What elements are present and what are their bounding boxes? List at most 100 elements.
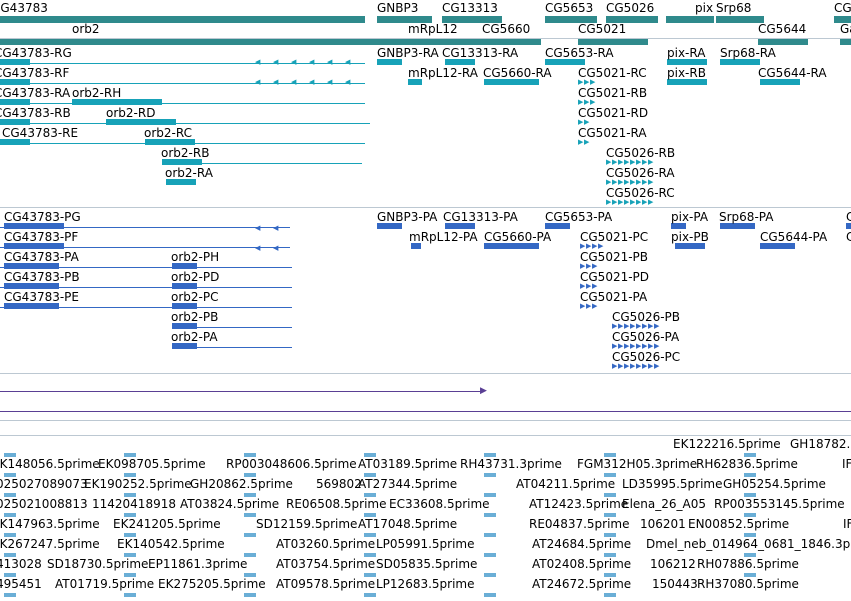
feature-label[interactable]: CG5660-RA bbox=[483, 66, 552, 80]
cds-block[interactable] bbox=[445, 223, 475, 229]
est-block[interactable] bbox=[244, 573, 256, 577]
est-block[interactable] bbox=[244, 513, 256, 517]
cds-block[interactable] bbox=[545, 223, 570, 229]
feature-label[interactable]: 106201 bbox=[640, 517, 686, 531]
cds-block[interactable] bbox=[4, 283, 59, 289]
feature-label[interactable]: LD35995.5prime bbox=[622, 477, 723, 491]
feature-label[interactable]: CG5660-PA bbox=[484, 230, 552, 244]
est-block[interactable] bbox=[244, 593, 256, 597]
exon-block[interactable] bbox=[667, 59, 707, 65]
est-block[interactable] bbox=[484, 553, 496, 557]
gene-bar[interactable] bbox=[834, 16, 851, 23]
est-block[interactable] bbox=[744, 553, 756, 557]
feature-label[interactable]: EK098705.5prime bbox=[98, 457, 206, 471]
feature-label[interactable]: Ga bbox=[840, 22, 851, 36]
cds-block[interactable] bbox=[4, 223, 64, 229]
feature-label[interactable]: CG5021-PC bbox=[580, 230, 649, 244]
feature-label[interactable]: AT04211.5prime bbox=[516, 477, 616, 491]
feature-label[interactable]: EK147963.5prime bbox=[0, 517, 100, 531]
est-block[interactable] bbox=[744, 573, 756, 577]
cds-block[interactable] bbox=[760, 243, 795, 249]
feature-label[interactable]: orb2-PD bbox=[171, 270, 220, 284]
feature-label[interactable]: CG5021-PD bbox=[580, 270, 650, 284]
est-block[interactable] bbox=[124, 593, 136, 597]
feature-label[interactable]: CG43783-RB bbox=[0, 106, 71, 120]
est-block[interactable] bbox=[364, 473, 376, 477]
cds-block[interactable] bbox=[846, 223, 851, 229]
feature-label[interactable]: orb2-RB bbox=[161, 146, 210, 160]
exon-block[interactable] bbox=[0, 99, 30, 105]
est-block[interactable] bbox=[484, 573, 496, 577]
feature-label[interactable]: 025027089073 bbox=[0, 477, 88, 491]
feature-label[interactable]: CG5021-RD bbox=[578, 106, 649, 120]
feature-label[interactable]: SD05835.5prime bbox=[376, 557, 478, 571]
cds-block[interactable] bbox=[172, 283, 197, 289]
est-block[interactable] bbox=[744, 473, 756, 477]
feature-label[interactable]: SD12159.5prime bbox=[256, 517, 358, 531]
feature-label[interactable]: CG5021-PB bbox=[580, 250, 649, 264]
cds-block[interactable] bbox=[4, 263, 59, 269]
feature-label[interactable]: CG43783-PE bbox=[4, 290, 79, 304]
feature-label[interactable]: Srp68-RA bbox=[720, 46, 776, 60]
feature-label[interactable]: RH07886.5prime bbox=[697, 557, 799, 571]
feature-label[interactable]: pix-RA bbox=[667, 46, 706, 60]
feature-label[interactable]: mRpL12-PA bbox=[409, 230, 478, 244]
est-block[interactable] bbox=[484, 533, 496, 537]
est-block[interactable] bbox=[364, 453, 376, 457]
feature-label[interactable]: RH43731.3prime bbox=[460, 457, 562, 471]
feature-label[interactable]: CG5644 bbox=[758, 22, 807, 36]
est-block[interactable] bbox=[604, 493, 616, 497]
est-block[interactable] bbox=[244, 473, 256, 477]
feature-label[interactable]: CG5026-PB bbox=[612, 310, 681, 324]
feature-label[interactable]: CG43783-PB bbox=[4, 270, 80, 284]
feature-label[interactable]: RP003553145.5prime bbox=[714, 497, 845, 511]
gene-bar[interactable] bbox=[0, 38, 540, 45]
feature-label[interactable]: CG5644-RA bbox=[758, 66, 827, 80]
feature-label[interactable]: CG5021-RC bbox=[578, 66, 647, 80]
est-block[interactable] bbox=[4, 553, 16, 557]
feature-label[interactable]: RE04837.5prime bbox=[529, 517, 630, 531]
feature-label[interactable]: SD18730.5prime bbox=[47, 557, 149, 571]
feature-label[interactable]: CG13313-PA bbox=[443, 210, 518, 224]
cds-block[interactable] bbox=[4, 243, 64, 249]
feature-label[interactable]: CG5026-RC bbox=[606, 186, 675, 200]
est-block[interactable] bbox=[484, 593, 496, 597]
feature-label[interactable]: FGM312H05.3prime bbox=[577, 457, 698, 471]
cds-block[interactable] bbox=[377, 223, 402, 229]
est-block[interactable] bbox=[124, 573, 136, 577]
feature-label[interactable]: GH05254.5prime bbox=[723, 477, 826, 491]
feature-label[interactable]: CG43783-PA bbox=[4, 250, 79, 264]
est-block[interactable] bbox=[604, 553, 616, 557]
feature-label[interactable]: EK275205.5prime bbox=[158, 577, 266, 591]
gene-bar[interactable] bbox=[408, 38, 428, 45]
exon-block[interactable] bbox=[760, 79, 800, 85]
feature-label[interactable]: CG13313 bbox=[442, 1, 498, 15]
cds-block[interactable] bbox=[172, 343, 197, 349]
est-block[interactable] bbox=[604, 473, 616, 477]
feature-label[interactable]: 150443 bbox=[652, 577, 698, 591]
feature-label[interactable]: CG43783-RG bbox=[0, 46, 72, 60]
cds-block[interactable] bbox=[411, 243, 421, 249]
feature-label[interactable]: EK122216.5prime bbox=[673, 437, 781, 451]
feature-label[interactable]: orb2-RH bbox=[72, 86, 122, 100]
feature-label[interactable]: GNBP3-PA bbox=[377, 210, 438, 224]
feature-label[interactable]: CG5021-PA bbox=[580, 290, 648, 304]
feature-label[interactable]: orb2 bbox=[72, 22, 100, 36]
exon-block[interactable] bbox=[445, 59, 475, 65]
est-block[interactable] bbox=[124, 493, 136, 497]
feature-label[interactable]: CG5653-RA bbox=[545, 46, 614, 60]
feature-label[interactable]: EC33608.5prime bbox=[389, 497, 490, 511]
feature-label[interactable]: EP11861.3prime bbox=[148, 557, 248, 571]
est-block[interactable] bbox=[364, 533, 376, 537]
feature-label[interactable]: AT03260.5prime bbox=[276, 537, 376, 551]
est-block[interactable] bbox=[364, 513, 376, 517]
feature-label[interactable]: CG43783-PF bbox=[4, 230, 79, 244]
exon-block[interactable] bbox=[162, 159, 202, 165]
feature-label[interactable]: AT27344.5prime bbox=[358, 477, 458, 491]
cds-block[interactable] bbox=[4, 303, 59, 309]
gene-bar[interactable] bbox=[0, 16, 365, 23]
feature-label[interactable]: EK267247.5prime bbox=[0, 537, 100, 551]
feature-label[interactable]: RE06508.5prime bbox=[286, 497, 387, 511]
feature-label[interactable]: LP12683.5prime bbox=[376, 577, 475, 591]
feature-label[interactable]: AT01719.5prime bbox=[55, 577, 155, 591]
